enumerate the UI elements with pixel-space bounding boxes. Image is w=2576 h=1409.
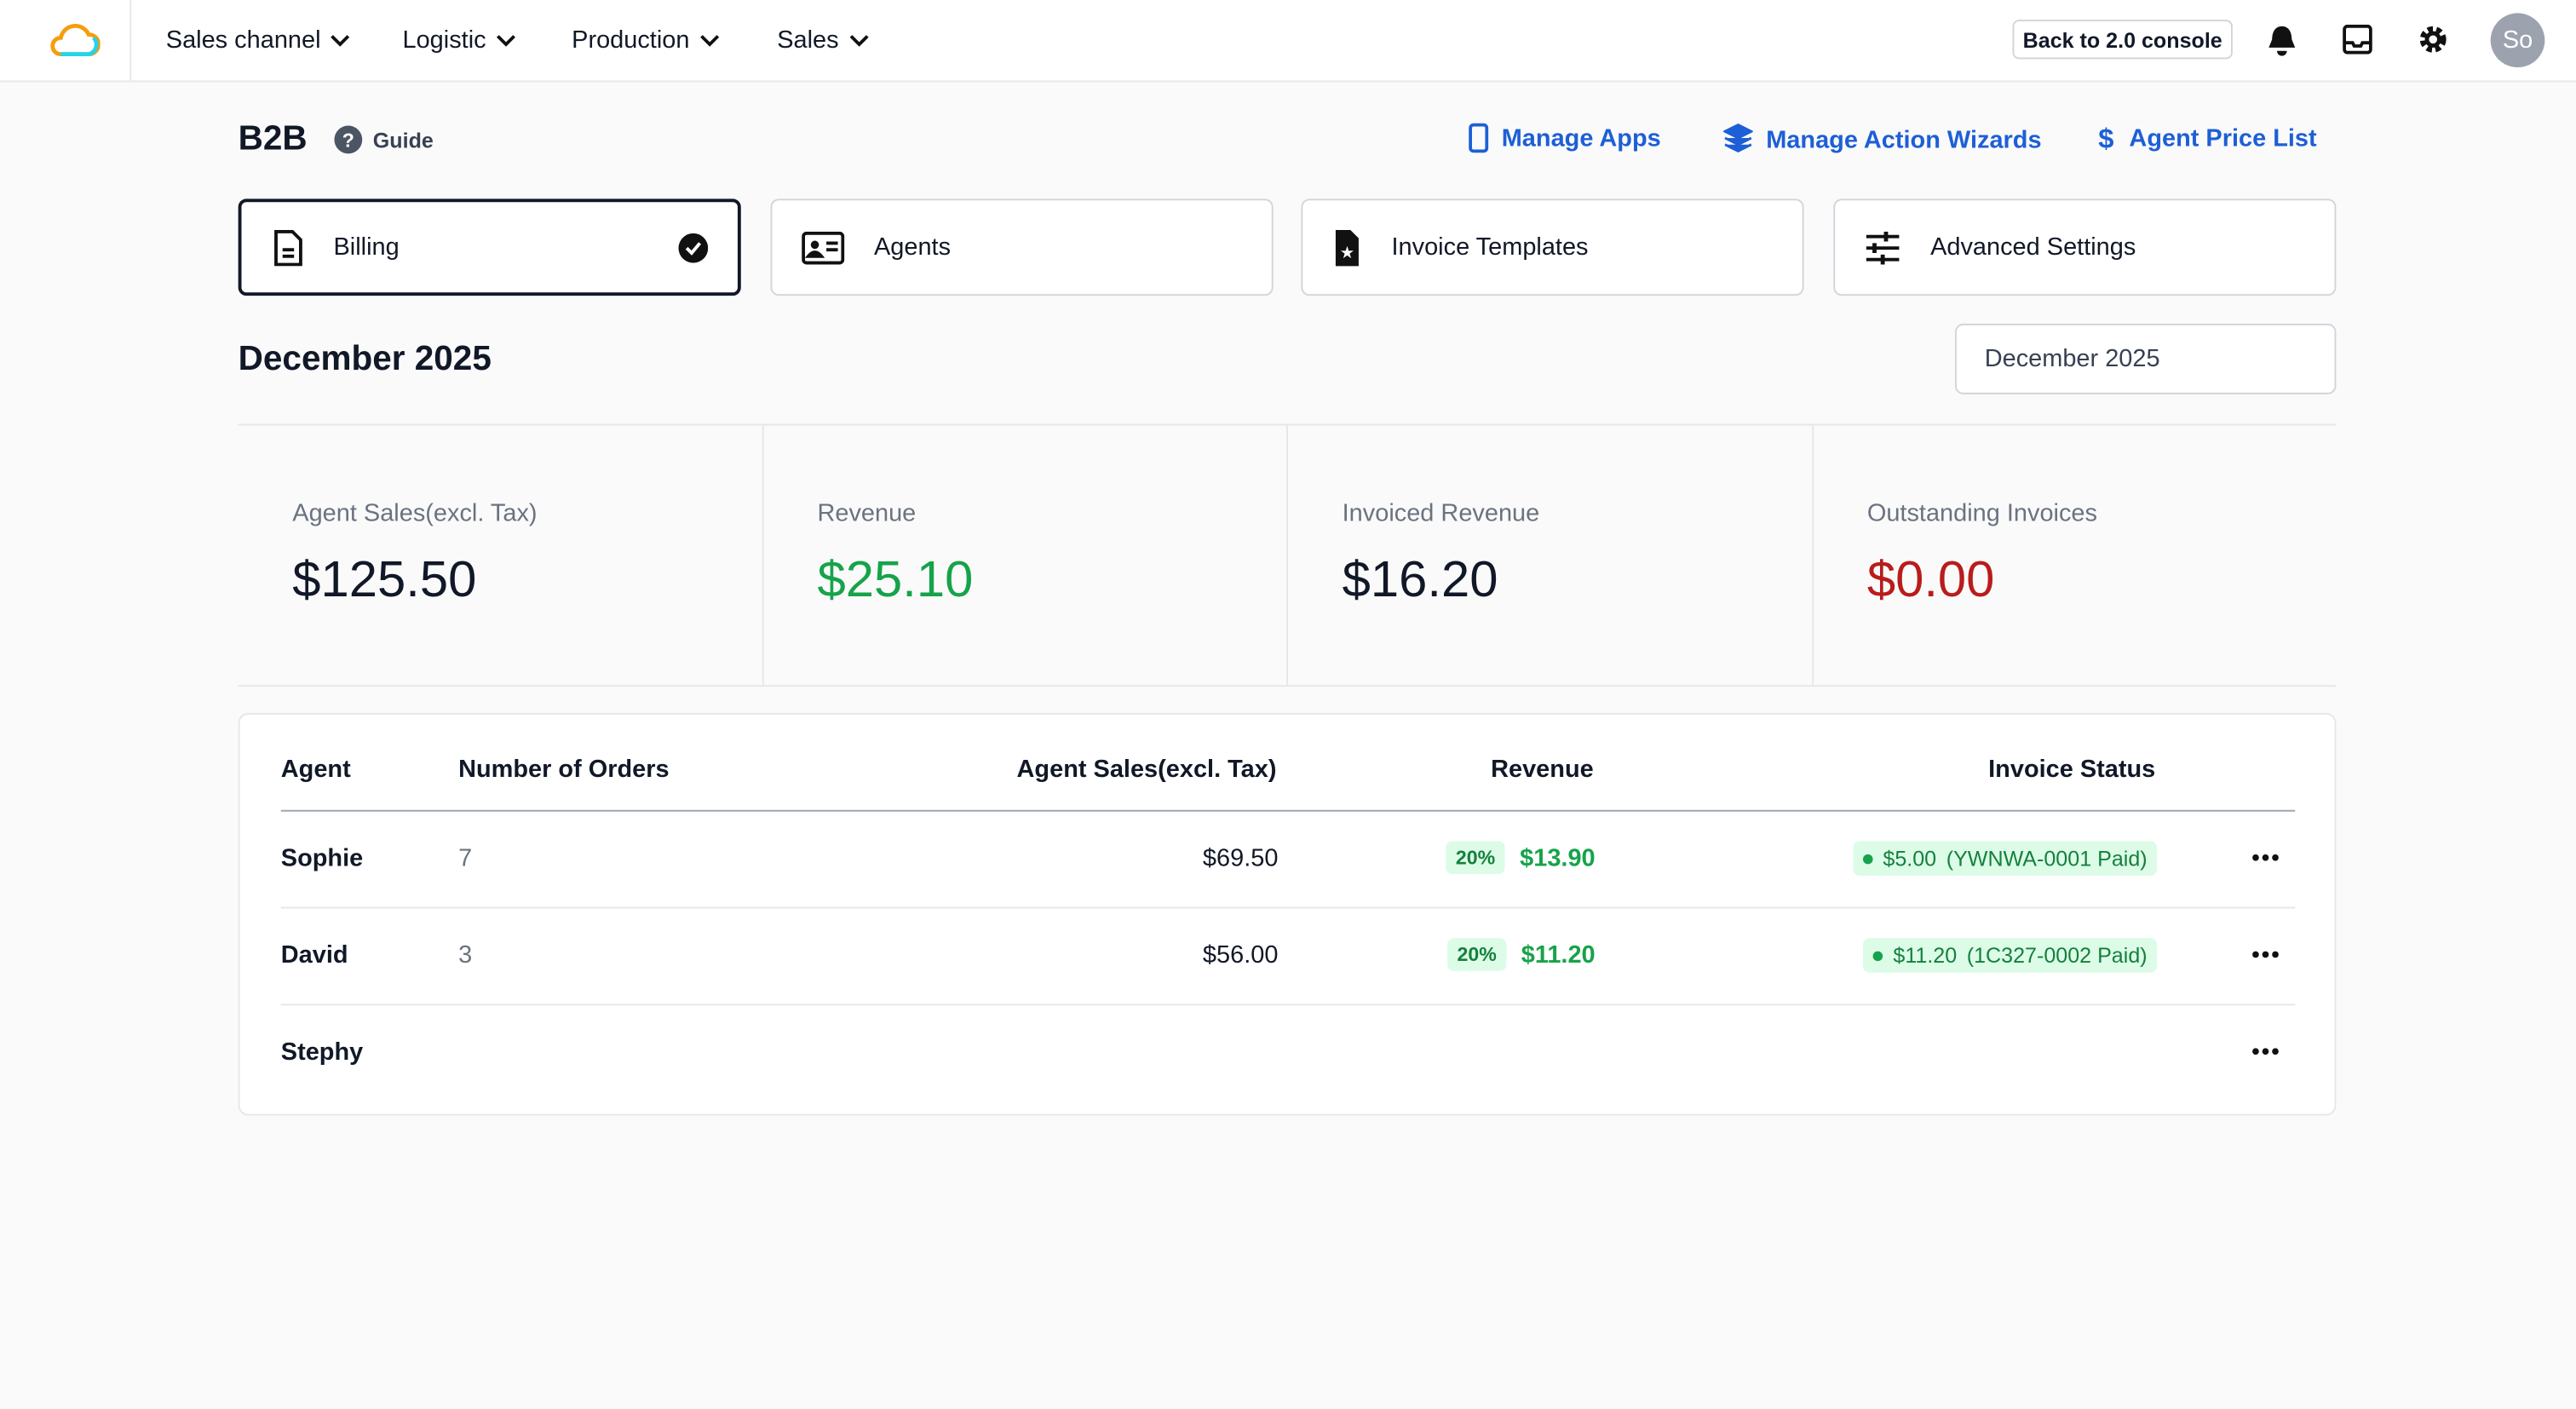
chevron [331,34,350,46]
revenue: 20% $11.20 [1446,938,1596,971]
tab[interactable]: ★ Invoice Templates [1301,198,1804,296]
agent-name: Stephy [280,1038,364,1067]
revenue: 20% $13.90 [1446,841,1596,874]
tab-label: Invoice Templates [1391,233,1589,262]
invoice-status: $5.00 (YWNWA-0001 Paid) [1853,841,2158,876]
stat-value: $0.00 [1866,550,1995,608]
revenue-amount: $13.90 [1520,843,1596,872]
column-header: Agent [280,756,351,784]
header-link[interactable]: Manage Apps [1469,123,1661,153]
header-link-label: Manage Apps [1501,124,1661,152]
table-row: David 3 $56.00 20% $11.20 $11.20 (1C327-0002 P… [280,906,2296,1006]
agent-name: David [280,941,348,969]
nav-item-label: Production [572,26,690,55]
agent-name: Sophie [280,844,364,873]
svg-text:★: ★ [1340,244,1354,262]
column-header: Invoice Status [1988,756,2156,784]
revenue-rate: 20% [1446,938,1507,971]
stat-value: $125.50 [292,550,477,608]
console-button[interactable]: Back to 2.0 console [2012,20,2233,60]
column-header: Revenue [1491,756,1594,784]
month-picker[interactable]: December 2025 [1954,323,2337,394]
revenue-amount: $11.20 [1521,940,1596,969]
header-link[interactable]: Manage Action Wizards [1723,123,2042,157]
table-row: Stephy [280,1004,2296,1102]
guide-label: Guide [372,127,434,152]
chevron [496,34,515,46]
stat-value: $25.10 [817,550,974,608]
invoice-status: $11.20 (1C327-0002 Paid) [1863,938,2158,973]
stat-card: Invoiced Revenue $16.20 [1286,425,1811,686]
nav-item[interactable]: Sales [777,26,868,55]
invoice-reference: (YWNWA-0001 Paid) [1946,846,2148,871]
column-header: Agent Sales(excl. Tax) [1016,756,1277,784]
stat-label: Revenue [817,499,917,528]
tab-label: Agents [873,233,952,262]
stat-card: Agent Sales(excl. Tax) $125.50 [239,425,762,685]
stat-label: Outstanding Invoices [1866,499,2098,528]
chevron [848,34,868,46]
nav-item-label: Sales channel [165,26,321,55]
revenue-rate: 20% [1446,841,1505,874]
period-title: December 2025 [238,340,492,378]
stats: Agent Sales(excl. Tax) $125.50 Revenue $25.… [238,423,2337,687]
order-count: 7 [458,844,473,873]
stat-value: $16.20 [1342,550,1498,608]
guide[interactable]: ? Guide [333,125,434,155]
tab-label: Advanced Settings [1930,233,2136,262]
row-menu[interactable] [2252,835,2279,870]
nav-item[interactable]: Sales channel [166,26,350,55]
svg-text:$: $ [2098,124,2113,153]
agent-sales: $56.00 [1202,941,1279,969]
stat-card: Outstanding Invoices $0.00 [1811,425,2336,686]
tab[interactable]: Billing [238,198,741,296]
svg-text:?: ? [342,129,354,152]
row-menu[interactable] [2252,931,2279,965]
nav-item-label: Logistic [402,26,486,55]
page-title: B2B [238,119,308,158]
tab-label: Billing [333,233,400,262]
invoice-reference: (1C327-0002 Paid) [1966,942,2148,968]
logo [50,24,101,57]
nav-item[interactable]: Logistic [402,26,515,55]
tab[interactable]: Advanced Settings [1833,198,2337,296]
header-link-label: Manage Action Wizards [1766,125,2042,154]
stat-card: Revenue $25.10 [761,425,1286,686]
header-link[interactable]: $ Agent Price List [2096,124,2317,153]
order-count: 3 [458,941,473,969]
nav-item-label: Sales [777,26,839,55]
check-icon [678,232,709,262]
header-link-label: Agent Price List [2129,124,2317,152]
nav-item[interactable]: Production [572,26,719,55]
row-menu[interactable] [2252,1028,2279,1063]
top-nav: Back to 2.0 console So Sales channel Logi… [0,0,2576,83]
bell-icon[interactable] [2267,25,2297,56]
chevron [699,34,719,46]
stat-label: Invoiced Revenue [1342,499,1540,528]
settings-icon[interactable] [2417,23,2450,56]
column-header: Number of Orders [458,756,670,784]
agent-sales: $69.50 [1202,844,1279,873]
avatar[interactable]: So [2490,13,2545,68]
invoice-amount: $5.00 [1883,846,1937,871]
table-row: Sophie 7 $69.50 20% $13.90 $5.00 (YWNWA-0001 P… [280,809,2296,909]
inbox-icon[interactable] [2343,24,2372,55]
tab[interactable]: Agents [770,198,1274,296]
agents-table: Agent Number of Orders Agent Sales(excl. T… [238,712,2337,1116]
invoice-amount: $11.20 [1893,942,1958,968]
stat-label: Agent Sales(excl. Tax) [292,499,538,528]
